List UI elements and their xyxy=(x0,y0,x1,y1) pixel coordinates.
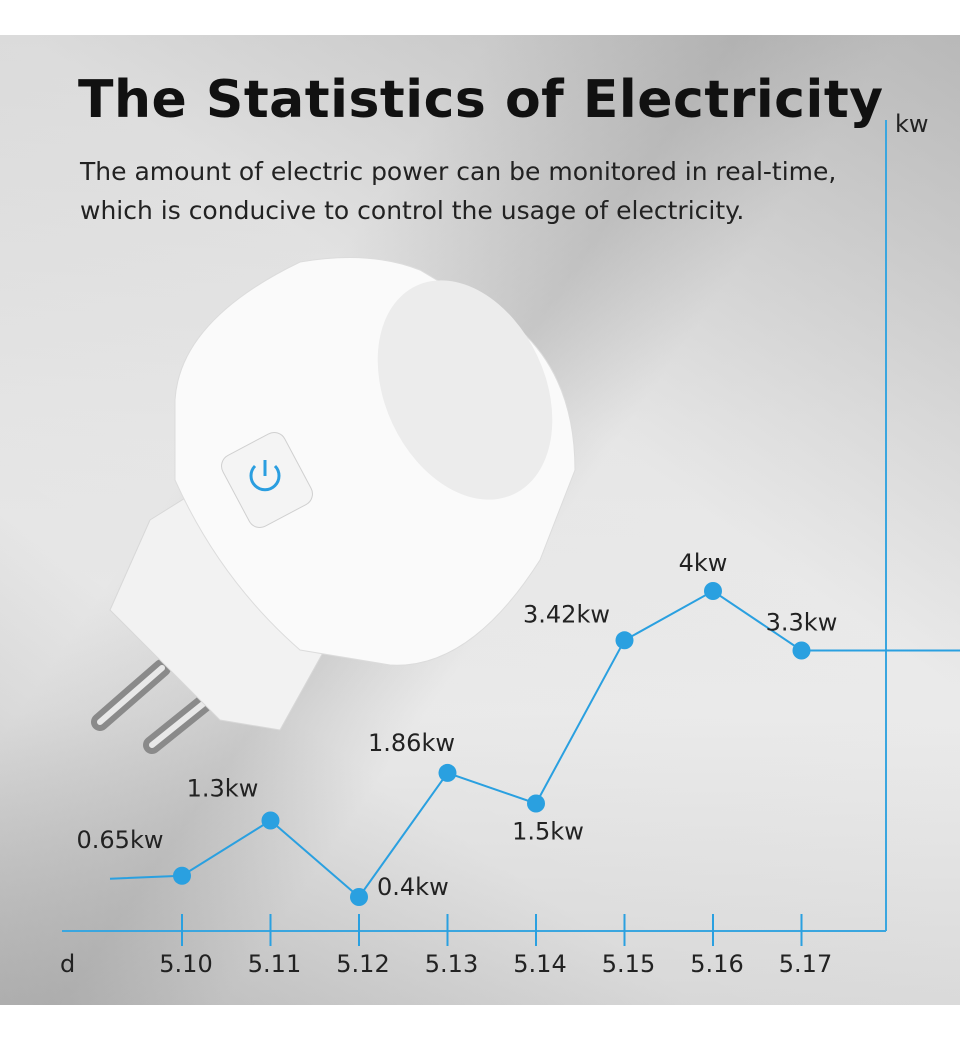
data-point xyxy=(527,794,545,813)
x-tick-label: 5.12 xyxy=(336,950,389,978)
data-point xyxy=(261,811,280,830)
power-icon xyxy=(249,460,281,492)
x-axis-label: d xyxy=(60,950,75,978)
subtitle-line-2: which is conducive to control the usage … xyxy=(80,196,745,225)
y-axis-label: kw xyxy=(895,110,929,138)
x-tick-label: 5.17 xyxy=(779,950,832,978)
data-label: 3.3kw xyxy=(766,609,838,637)
x-tick-label: 5.15 xyxy=(602,950,655,978)
data-label: 4kw xyxy=(679,549,728,577)
data-point xyxy=(173,866,191,885)
plug-pins xyxy=(91,659,217,754)
x-tick-label: 5.13 xyxy=(425,950,478,978)
data-label: 1.5kw xyxy=(512,818,584,846)
series-line xyxy=(109,589,960,899)
socket-face xyxy=(377,280,553,500)
data-label: 0.65kw xyxy=(77,826,164,854)
data-point xyxy=(792,641,811,660)
power-button xyxy=(221,431,313,529)
data-point xyxy=(615,631,634,650)
subtitle-line-1: The amount of electric power can be moni… xyxy=(80,157,837,186)
data-label: 3.42kw xyxy=(523,600,610,628)
data-label: 0.4kw xyxy=(377,873,449,901)
x-tick-label: 5.16 xyxy=(690,950,743,978)
data-label: 1.86kw xyxy=(368,729,455,757)
x-tick-label: 5.10 xyxy=(159,950,212,978)
x-tick-label: 5.11 xyxy=(248,950,301,978)
data-point xyxy=(438,763,457,782)
data-label: 1.3kw xyxy=(187,775,259,803)
data-point xyxy=(704,582,722,600)
x-tick-label: 5.14 xyxy=(513,950,566,978)
data-point xyxy=(350,888,368,906)
page-title: The Statistics of Electricity xyxy=(78,70,884,130)
